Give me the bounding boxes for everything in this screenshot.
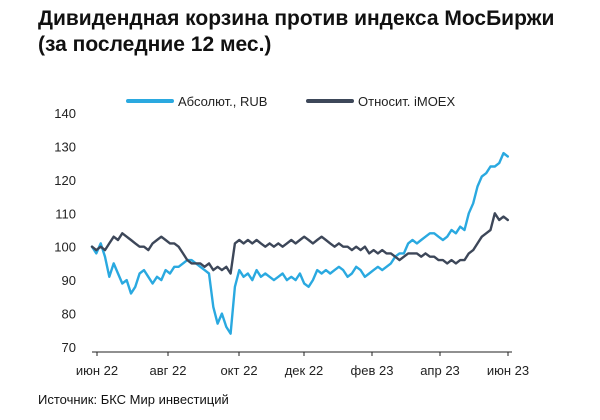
chart-title-line-1: Дивидендная корзина против индекса МосБи… <box>38 7 555 30</box>
x-tick-label: окт 22 <box>220 363 257 378</box>
y-tick-label: 70 <box>62 340 76 355</box>
legend-item-rel-label: Относит. iMOEX <box>358 94 455 109</box>
x-tick-label: дек 22 <box>285 363 324 378</box>
y-tick-label: 90 <box>62 273 76 288</box>
series-line-abs <box>90 151 509 335</box>
y-tick-label: 140 <box>54 106 76 121</box>
y-tick-label: 130 <box>54 139 76 154</box>
x-tick-label: фев 23 <box>351 363 394 378</box>
y-tick-label: 80 <box>62 307 76 322</box>
chart-title-line-2: (за последние 12 мес.) <box>38 33 272 56</box>
x-tick-label: авг 22 <box>150 363 187 378</box>
x-tick-label: апр 23 <box>420 363 460 378</box>
legend-item-abs-label: Абсолют., RUB <box>178 94 267 109</box>
y-tick-label: 110 <box>55 206 76 221</box>
y-tick-label: 120 <box>54 173 76 188</box>
x-tick-label: июн 23 <box>487 363 529 378</box>
series-line-rel <box>90 212 509 275</box>
x-tick-label: июн 22 <box>76 363 118 378</box>
source-note: Источник: БКС Мир инвестиций <box>38 392 229 407</box>
chart-title: Дивидендная корзина против индекса МосБи… <box>38 6 578 58</box>
y-tick-label: 100 <box>54 240 76 255</box>
